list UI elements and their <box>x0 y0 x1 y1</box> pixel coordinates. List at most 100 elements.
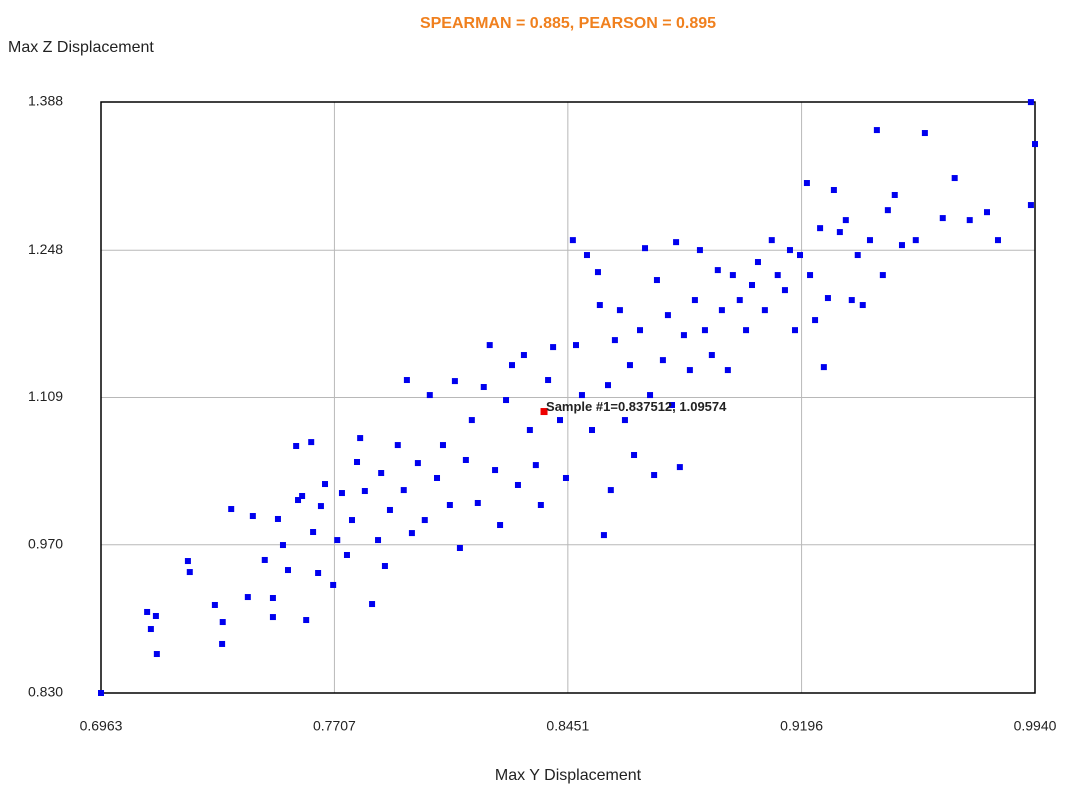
point <box>381 563 388 570</box>
point <box>295 497 302 504</box>
point <box>573 342 580 349</box>
point <box>261 556 268 563</box>
plot-frame <box>100 101 1036 694</box>
point <box>299 493 306 499</box>
y-tick-label: 1.248 <box>28 241 63 257</box>
point <box>891 191 898 198</box>
point <box>186 569 193 576</box>
point <box>743 327 750 334</box>
point <box>348 517 355 524</box>
point <box>939 215 946 222</box>
point <box>611 337 618 344</box>
point <box>537 502 544 509</box>
point <box>653 277 660 284</box>
point <box>594 269 601 276</box>
y-tick-label: 0.830 <box>28 684 63 700</box>
point <box>434 474 441 481</box>
point <box>701 327 708 334</box>
point <box>631 452 638 459</box>
point <box>152 613 159 620</box>
point <box>394 442 401 449</box>
point <box>651 472 658 479</box>
point <box>676 464 683 471</box>
point <box>824 295 831 302</box>
point <box>317 503 324 510</box>
point <box>338 490 345 497</box>
point <box>994 237 1001 244</box>
points: Sample #1=0.837512, 1.09574 <box>98 99 1038 696</box>
point <box>820 364 827 371</box>
point <box>514 481 521 488</box>
point <box>532 462 539 469</box>
point <box>269 594 276 601</box>
point <box>589 427 596 434</box>
point <box>354 459 361 466</box>
point <box>812 317 819 324</box>
point <box>219 619 226 626</box>
point <box>642 245 649 252</box>
point <box>486 342 493 349</box>
point <box>408 530 415 537</box>
point <box>421 517 428 524</box>
point <box>274 515 281 522</box>
point <box>879 272 886 279</box>
point <box>768 237 775 244</box>
y-axis-label: Max Z Displacement <box>8 39 154 56</box>
point <box>729 272 736 279</box>
point <box>249 513 256 520</box>
point <box>520 352 527 359</box>
point <box>807 272 814 279</box>
point <box>144 608 151 615</box>
point <box>378 470 385 477</box>
y-tick-label: 1.388 <box>28 93 63 109</box>
point <box>708 352 715 359</box>
point <box>578 392 585 399</box>
point <box>386 506 393 513</box>
point <box>228 506 235 513</box>
point <box>848 297 855 304</box>
point <box>400 487 407 494</box>
x-tick-label: 0.7707 <box>313 718 356 734</box>
point <box>508 362 515 369</box>
point <box>616 307 623 314</box>
point <box>691 297 698 304</box>
point <box>637 327 644 334</box>
point <box>607 487 614 494</box>
point <box>556 417 563 424</box>
point <box>98 690 104 696</box>
point <box>526 427 533 434</box>
point <box>184 558 191 565</box>
point <box>1032 141 1038 148</box>
point <box>621 417 628 424</box>
point <box>330 581 337 588</box>
y-tick-label: 1.109 <box>28 388 63 404</box>
point <box>859 302 866 309</box>
highlight-label: Sample #1=0.837512, 1.09574 <box>546 399 727 414</box>
point <box>817 225 824 232</box>
point <box>147 626 154 633</box>
x-tick-label: 0.8451 <box>546 718 589 734</box>
point <box>696 247 703 254</box>
point <box>686 367 693 374</box>
point <box>680 332 687 339</box>
point <box>736 297 743 304</box>
point <box>456 545 463 552</box>
point <box>866 237 873 244</box>
point <box>426 392 433 399</box>
x-tick-label: 0.6963 <box>80 718 123 734</box>
point <box>854 252 861 259</box>
point <box>334 537 341 544</box>
point <box>714 267 721 274</box>
point <box>873 127 880 134</box>
point <box>293 443 300 450</box>
point <box>749 282 756 289</box>
point <box>659 357 666 364</box>
point <box>673 239 680 246</box>
point <box>244 594 251 601</box>
point <box>600 532 607 539</box>
point <box>357 435 364 442</box>
point <box>414 460 421 467</box>
point <box>446 502 453 509</box>
point <box>497 522 504 529</box>
point <box>774 272 781 279</box>
